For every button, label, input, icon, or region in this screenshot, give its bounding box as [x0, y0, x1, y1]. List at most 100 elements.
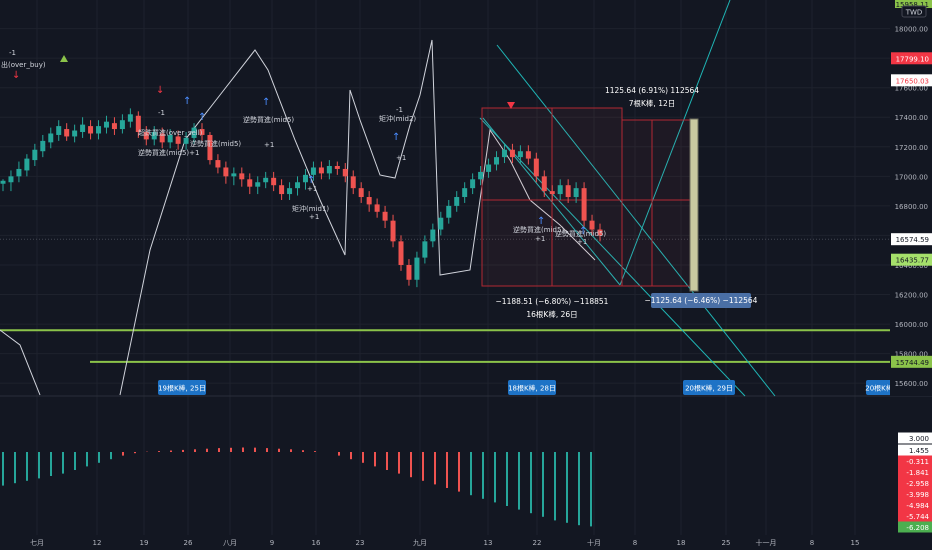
price-badge: 16574.59: [896, 236, 929, 244]
time-tick-label: 15: [851, 539, 860, 547]
measure-up-value: 1125.64 (6.91%) 112564: [605, 86, 699, 95]
candle-body: [24, 158, 30, 171]
projection-bar[interactable]: [689, 118, 699, 292]
candle-body: [533, 158, 539, 177]
range-label-bg: [158, 380, 206, 395]
time-tick-label: 8: [810, 539, 814, 547]
price-tick-label: 17000.00: [895, 173, 928, 181]
channel-line-upper[interactable]: [496, 44, 776, 397]
candle-body: [199, 129, 205, 135]
signal-label: 超跌買進(over_sell): [138, 128, 203, 137]
price-badge: 17650.03: [896, 77, 929, 85]
osc-badge: -4.984: [906, 502, 929, 510]
price-badge: 15744.49: [896, 359, 929, 367]
signal-label: -1: [9, 49, 16, 57]
candle-body: [119, 120, 125, 130]
time-tick-label: 九月: [413, 538, 427, 547]
candle-body: [48, 133, 54, 143]
osc-badge: -3.998: [906, 491, 929, 499]
range-label: 20根K棒: [865, 384, 893, 393]
range-label-bg: [866, 380, 892, 395]
time-tick-label: 23: [356, 539, 365, 547]
candle-body: [525, 151, 531, 159]
signal-arrow-icon: ↑: [183, 96, 191, 107]
candle-body: [263, 177, 269, 183]
candle-body: [398, 241, 404, 265]
osc-badge-bg: [898, 455, 932, 467]
osc-badge: 3.000: [909, 435, 929, 443]
candle-body: [127, 114, 133, 122]
candle-body: [159, 133, 165, 143]
candle-body: [374, 204, 380, 212]
candle-body: [295, 182, 301, 189]
candle-body: [565, 185, 571, 198]
candle-body: [406, 264, 412, 280]
candle-body: [88, 126, 94, 134]
signal-label: 逆勢買進(mid5): [513, 225, 564, 234]
price-tick-label: 16400.00: [895, 262, 928, 270]
price-tick-label: 17600.00: [895, 85, 928, 93]
signal-arrow-icon: ↓: [156, 85, 164, 96]
measure-box-up[interactable]: [621, 119, 691, 287]
price-axis[interactable]: 18000.0017800.0017600.0017400.0017200.00…: [890, 0, 932, 396]
time-tick-label: 26: [184, 539, 193, 547]
candle-body: [16, 168, 22, 177]
time-tick-label: 18: [677, 539, 686, 547]
candle-body: [350, 176, 356, 189]
currency-badge-bg[interactable]: [901, 5, 927, 18]
candle-body: [223, 167, 229, 177]
candle-body: [318, 167, 324, 174]
osc-badge-bg: [898, 444, 932, 456]
candles: [0, 108, 603, 288]
top-badge-bg: [895, 0, 932, 8]
candle-body: [573, 188, 579, 198]
time-tick-label: 8: [633, 539, 637, 547]
price-badge: 16435.77: [896, 257, 929, 265]
channel-line-lower[interactable]: [479, 117, 746, 397]
currency-badge[interactable]: TWD: [905, 9, 923, 17]
candle-body: [183, 137, 189, 144]
osc-badge: -0.311: [906, 458, 929, 466]
price-tick-label: 16200.00: [895, 292, 928, 300]
signal-label: 逆勢買進(mid5): [555, 229, 606, 238]
price-badge-bg: [891, 52, 932, 65]
candle-body: [326, 165, 332, 174]
candle-body: [64, 129, 70, 137]
time-tick-label: 十一月: [756, 538, 777, 547]
candle-body: [494, 157, 500, 165]
osc-badge-bg: [898, 466, 932, 478]
osc-badge-bg: [898, 432, 932, 444]
candle-body: [486, 164, 492, 172]
horizontal-levels: [0, 238, 890, 363]
osc-badge-bg: [898, 488, 932, 500]
time-tick-label: 19: [140, 539, 149, 547]
candle-body: [454, 197, 460, 206]
price-tick-label: 15600.00: [895, 380, 928, 388]
price-badge-bg: [891, 355, 932, 368]
candle-body: [501, 149, 507, 158]
candle-body: [207, 134, 213, 161]
osc-badge-bg: [898, 477, 932, 489]
trend-line-up[interactable]: [619, 0, 731, 286]
candle-body: [8, 176, 14, 183]
candle-body: [342, 168, 348, 177]
candle-body: [334, 165, 340, 169]
candle-body: [143, 132, 149, 140]
measure-box-label-bg: [651, 293, 751, 308]
price-tick-label: 16000.00: [895, 321, 928, 329]
osc-badge: -6.208: [906, 524, 929, 532]
signal-label: +1: [264, 141, 274, 149]
candle-body: [549, 191, 555, 195]
candle-body: [438, 217, 444, 230]
triangle-up-icon: [60, 55, 68, 62]
signal-label: +1: [309, 213, 319, 221]
price-tick-label: 18000.00: [895, 26, 928, 34]
signal-label: +1: [307, 185, 317, 193]
time-axis[interactable]: 七月 12 19 26 八月 9 16 23 九月 13 22 十月 8 18 25 十一月 8 15: [0, 535, 932, 550]
candle-body: [135, 115, 141, 133]
measure-down-value: −1188.51 (−6.80%) −118851: [496, 297, 609, 306]
candle-body: [358, 188, 364, 198]
candle-body: [239, 173, 245, 180]
